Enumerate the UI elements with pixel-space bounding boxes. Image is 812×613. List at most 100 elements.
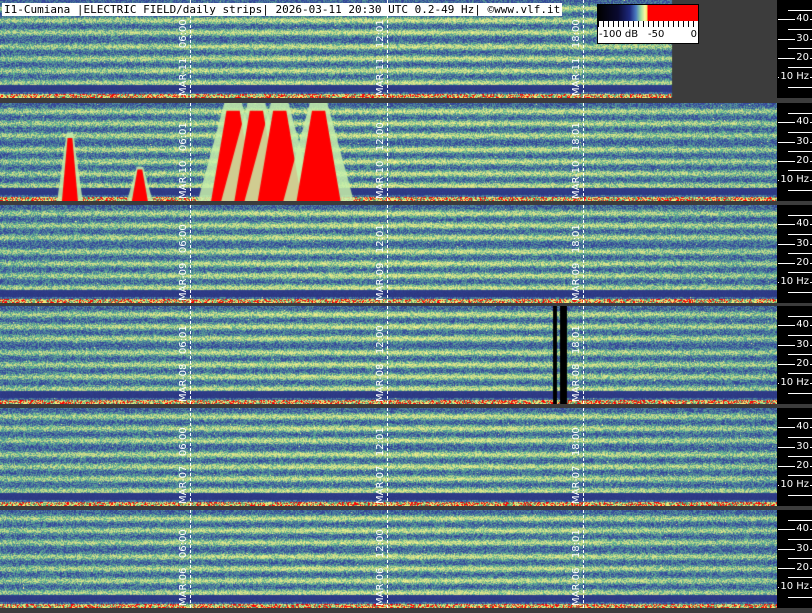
frequency-tick-label: 20 bbox=[795, 461, 810, 471]
time-label: MAR-06 06:00 bbox=[178, 529, 189, 606]
minor-tick bbox=[788, 475, 812, 476]
minor-tick bbox=[788, 132, 812, 133]
colorbar-legend: -100 dB -50 0 bbox=[597, 4, 699, 44]
time-gridline bbox=[583, 103, 584, 201]
date-label: MAR-09 bbox=[178, 263, 189, 301]
time-label: MAR-07 12:01 bbox=[375, 427, 386, 504]
strip-mar-08: MAR-08 06:01 MAR-08 12:00 MAR-08 18:01 bbox=[0, 306, 777, 404]
date-label: MAR-08 bbox=[571, 364, 582, 402]
time-gridline bbox=[583, 205, 584, 303]
frequency-tick-label: 30 bbox=[795, 239, 810, 249]
time-label: MAR-11 18:00 bbox=[571, 19, 582, 96]
frequency-tick-label: 30 bbox=[795, 34, 810, 44]
date-label: MAR-07 bbox=[571, 466, 582, 504]
frequency-tick-label: 20 bbox=[795, 156, 810, 166]
minor-tick bbox=[788, 597, 812, 598]
minor-tick bbox=[788, 558, 812, 559]
spectrogram-canvas bbox=[0, 205, 777, 303]
spectrogram-page: MAR-11 06:00 MAR-11 12:01 MAR-11 18:00 MAR-… bbox=[0, 0, 812, 613]
spectrogram-canvas bbox=[0, 306, 777, 404]
chart-title: I1-Cumiana |ELECTRIC FIELD/daily strips|… bbox=[2, 3, 562, 16]
time-label: MAR-08 12:00 bbox=[375, 325, 386, 402]
time-gridline bbox=[190, 306, 191, 404]
strip-mar-07: MAR-07 06:00 MAR-07 12:01 MAR-07 18:00 bbox=[0, 408, 777, 506]
date-label: MAR-11 bbox=[571, 58, 582, 96]
frequency-axis: 40 30 20 10 Hz bbox=[777, 0, 812, 98]
minor-tick bbox=[788, 495, 812, 496]
date-label: MAR-09 bbox=[375, 263, 386, 301]
minor-tick bbox=[788, 87, 812, 88]
frequency-tick-label: 10 Hz bbox=[779, 480, 810, 490]
frequency-tick-label: 10 Hz bbox=[779, 378, 810, 388]
strip-mar-09: MAR-09 06:00 MAR-09 12:01 MAR-09 18:01 bbox=[0, 205, 777, 303]
time-label: MAR-06 12:00 bbox=[375, 529, 386, 606]
strip-mar-06: MAR-06 06:00 MAR-06 12:00 MAR-06 18:01 bbox=[0, 510, 777, 608]
minor-tick bbox=[788, 316, 812, 317]
time-gridline bbox=[583, 510, 584, 608]
spectrogram-canvas bbox=[0, 408, 777, 506]
minor-tick bbox=[788, 520, 812, 521]
minor-tick bbox=[788, 335, 812, 336]
minor-tick bbox=[788, 272, 812, 273]
date-label: MAR-10 bbox=[178, 161, 189, 199]
time-gridline bbox=[583, 0, 584, 98]
minor-tick bbox=[788, 10, 812, 11]
time-tick-label: 18:01 bbox=[571, 224, 582, 253]
spectrogram-canvas bbox=[0, 510, 777, 608]
time-tick-label: 18:01 bbox=[571, 122, 582, 151]
colorbar-gradient bbox=[598, 5, 698, 21]
date-label: MAR-10 bbox=[571, 161, 582, 199]
date-label: MAR-08 bbox=[178, 364, 189, 402]
minor-tick bbox=[788, 113, 812, 114]
time-label: MAR-10 12:00 bbox=[375, 122, 386, 199]
frequency-tick-label: 30 bbox=[795, 137, 810, 147]
time-label: MAR-07 06:00 bbox=[178, 427, 189, 504]
time-tick-label: 18:01 bbox=[571, 529, 582, 558]
minor-tick bbox=[788, 234, 812, 235]
time-tick-label: 12:00 bbox=[375, 529, 386, 558]
frequency-tick-label: 20 bbox=[795, 258, 810, 268]
time-label: MAR-06 18:01 bbox=[571, 529, 582, 606]
date-label: MAR-11 bbox=[375, 58, 386, 96]
time-tick-label: 06:00 bbox=[178, 427, 189, 456]
minor-tick bbox=[788, 292, 812, 293]
time-gridline bbox=[190, 205, 191, 303]
time-gridline bbox=[387, 408, 388, 506]
time-tick-label: 12:00 bbox=[375, 122, 386, 151]
minor-tick bbox=[788, 67, 812, 68]
minor-tick bbox=[788, 170, 812, 171]
time-label: MAR-09 06:00 bbox=[178, 224, 189, 301]
frequency-axis: 40 30 20 10 Hz bbox=[777, 408, 812, 506]
frequency-axis: 40 30 20 10 Hz bbox=[777, 103, 812, 201]
time-tick-label: 12:01 bbox=[375, 224, 386, 253]
time-gridline bbox=[387, 205, 388, 303]
colorbar-ticks bbox=[598, 21, 698, 27]
time-label: MAR-07 18:00 bbox=[571, 427, 582, 504]
time-label: MAR-10 18:01 bbox=[571, 122, 582, 199]
frequency-tick-label: 40 bbox=[795, 422, 810, 432]
minor-tick bbox=[788, 48, 812, 49]
time-tick-label: 06:01 bbox=[178, 325, 189, 354]
time-tick-label: 06:00 bbox=[178, 224, 189, 253]
frequency-tick-label: 40 bbox=[795, 524, 810, 534]
frequency-tick-label: 10 Hz bbox=[779, 72, 810, 82]
time-label: MAR-11 12:01 bbox=[375, 19, 386, 96]
time-tick-label: 06:00 bbox=[178, 19, 189, 48]
date-label: MAR-08 bbox=[375, 364, 386, 402]
minor-tick bbox=[788, 151, 812, 152]
time-tick-label: 06:00 bbox=[178, 529, 189, 558]
frequency-tick-label: 30 bbox=[795, 544, 810, 554]
time-gridline bbox=[387, 103, 388, 201]
date-label: MAR-09 bbox=[571, 263, 582, 301]
time-label: MAR-10 06:01 bbox=[178, 122, 189, 199]
minor-tick bbox=[788, 418, 812, 419]
date-label: MAR-06 bbox=[375, 568, 386, 606]
time-gridline bbox=[190, 510, 191, 608]
time-gridline bbox=[583, 306, 584, 404]
colorbar-label-max: 0 bbox=[691, 29, 697, 41]
frequency-tick-label: 10 Hz bbox=[779, 175, 810, 185]
time-tick-label: 18:01 bbox=[571, 325, 582, 354]
minor-tick bbox=[788, 215, 812, 216]
time-tick-label: 18:00 bbox=[571, 19, 582, 48]
minor-tick bbox=[788, 393, 812, 394]
